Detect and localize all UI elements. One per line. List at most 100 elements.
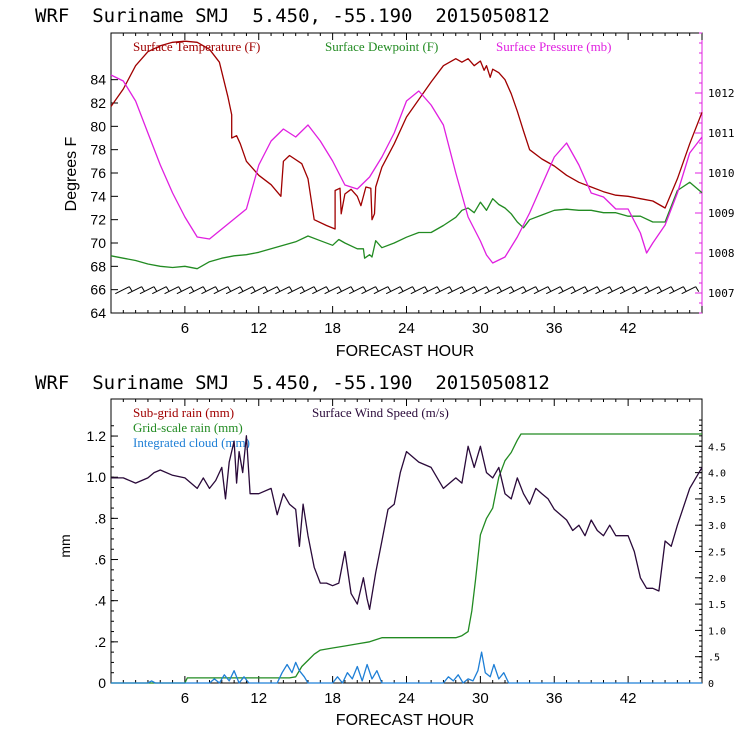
x-tick-label: 30 — [472, 320, 489, 337]
y-right-tick-label: 3.5 — [708, 495, 726, 506]
x-tick-label: 18 — [324, 690, 341, 707]
wind-barb-flag — [584, 286, 589, 292]
wind-barb — [225, 286, 241, 295]
y-left-tick-label: 72 — [90, 212, 106, 228]
chart2-ylabel: mm — [57, 534, 73, 557]
y-right-tick-label: 1007 — [708, 287, 735, 300]
y-left-tick-label: .8 — [94, 510, 106, 526]
y-right-tick-label: .5 — [708, 653, 720, 664]
y-right-tick-label: 3.0 — [708, 521, 726, 532]
y-left-tick-label: 80 — [90, 118, 106, 134]
wind-barb — [558, 286, 573, 295]
y-left-tick-label: 76 — [90, 165, 106, 181]
wind-barb — [410, 286, 426, 295]
wind-barb-flag — [141, 286, 146, 292]
y-left-tick-label: .2 — [94, 634, 106, 650]
x-tick-label: 24 — [398, 690, 415, 707]
y-left-tick-label: 0 — [98, 675, 106, 691]
wind-barb-flag — [461, 286, 466, 292]
y-left-tick-label: 70 — [90, 235, 106, 251]
y-left-tick-label: 1.2 — [87, 428, 107, 444]
chart2-xlabel: FORECAST HOUR — [336, 712, 474, 729]
wind-barb — [287, 286, 302, 295]
chart1-legend-temperature: Surface Temperature (F) — [133, 39, 260, 54]
wind-barb — [238, 286, 253, 295]
y-left-tick-label: 66 — [90, 282, 106, 298]
wind-barb-flag — [375, 286, 379, 292]
wind-barb — [595, 286, 610, 295]
series-line-integrated-cloud-mm — [111, 651, 702, 684]
wind-barb-flag — [325, 286, 330, 292]
chart1-ylabel: Degrees F — [63, 136, 80, 211]
wind-barb — [398, 286, 413, 295]
y-left-tick-label: .6 — [94, 552, 106, 568]
wind-barb-flag — [301, 286, 306, 292]
wind-barb-flag — [596, 286, 601, 292]
wind-barb — [681, 286, 696, 295]
x-tick-label: 24 — [398, 320, 415, 337]
chart2-legend-cloud: Integrated cloud (mm) — [133, 435, 250, 450]
y-right-tick-label: 1010 — [708, 167, 735, 180]
series-line-surface-temperature-f — [110, 40, 703, 230]
wind-barb-flag — [215, 286, 219, 292]
wind-barb-flag — [646, 286, 650, 292]
wind-barb-flag — [338, 286, 343, 292]
chart1-title: WRF Suriname SMJ 5.450, -55.190 20150508… — [35, 5, 550, 27]
wind-barb-flag — [695, 286, 700, 292]
wind-barb-flag — [498, 286, 503, 292]
wind-barb-flag — [178, 286, 182, 292]
chart1-xlabel: FORECAST HOUR — [336, 343, 474, 360]
y-right-tick-label: 0 — [708, 679, 714, 690]
wind-barb-flag — [350, 286, 355, 292]
x-tick-label: 42 — [620, 320, 637, 337]
wind-barb-flag — [399, 286, 404, 292]
wind-barb-flag — [165, 286, 170, 292]
wind-barb-flag — [510, 286, 515, 292]
x-tick-label: 36 — [546, 320, 563, 337]
wind-barb-flag — [288, 286, 293, 292]
wind-barb — [632, 286, 647, 295]
y-left-tick-label: 1.0 — [87, 469, 107, 485]
wind-barb-flag — [153, 286, 158, 292]
wind-barb — [312, 286, 327, 295]
wind-barb — [349, 286, 364, 295]
series-line-grid-scale-rain-mm — [111, 433, 702, 684]
wind-barb — [582, 286, 598, 295]
wind-barb — [361, 286, 376, 295]
y-right-tick-label: 1.5 — [708, 600, 726, 611]
wind-barb-flag — [621, 286, 626, 292]
wind-barb-flag — [276, 286, 281, 292]
wind-barb-flag — [473, 286, 478, 292]
y-right-tick-label: 1008 — [708, 247, 735, 260]
wind-barb — [139, 286, 155, 295]
x-tick-label: 18 — [324, 320, 341, 337]
wind-barb — [435, 286, 450, 295]
chart2-legend-subgrid: Sub-grid rain (mm) — [133, 405, 234, 420]
wind-barb — [250, 286, 265, 295]
chart2-legend-wind: Surface Wind Speed (m/s) — [312, 405, 449, 420]
x-tick-label: 36 — [546, 690, 563, 707]
y-right-tick-label: 1011 — [708, 127, 735, 140]
wind-barb-flag — [190, 286, 195, 292]
y-left-tick-label: 74 — [90, 188, 106, 204]
wind-barb — [484, 286, 499, 295]
wind-barb — [164, 286, 179, 295]
y-right-tick-label: 1009 — [708, 207, 735, 220]
wind-barb-flag — [633, 286, 638, 292]
wind-barb-flag — [449, 286, 453, 292]
y-right-tick-label: 2.0 — [708, 574, 726, 585]
wind-barb-flag — [436, 286, 441, 292]
y-right-tick-label: 4.0 — [708, 469, 726, 480]
wind-barb — [644, 286, 659, 295]
y-right-tick-label: 2.5 — [708, 548, 726, 559]
wind-barb-flag — [239, 286, 244, 292]
wind-barb — [176, 286, 192, 295]
wind-barb-flag — [559, 286, 564, 292]
chart2-legend-gridscale: Grid-scale rain (mm) — [133, 420, 243, 435]
x-tick-label: 30 — [472, 690, 489, 707]
wind-barb — [656, 286, 672, 295]
chart1-legend-dewpoint: Surface Dewpoint (F) — [325, 39, 438, 54]
wind-barb-flag — [387, 286, 392, 292]
